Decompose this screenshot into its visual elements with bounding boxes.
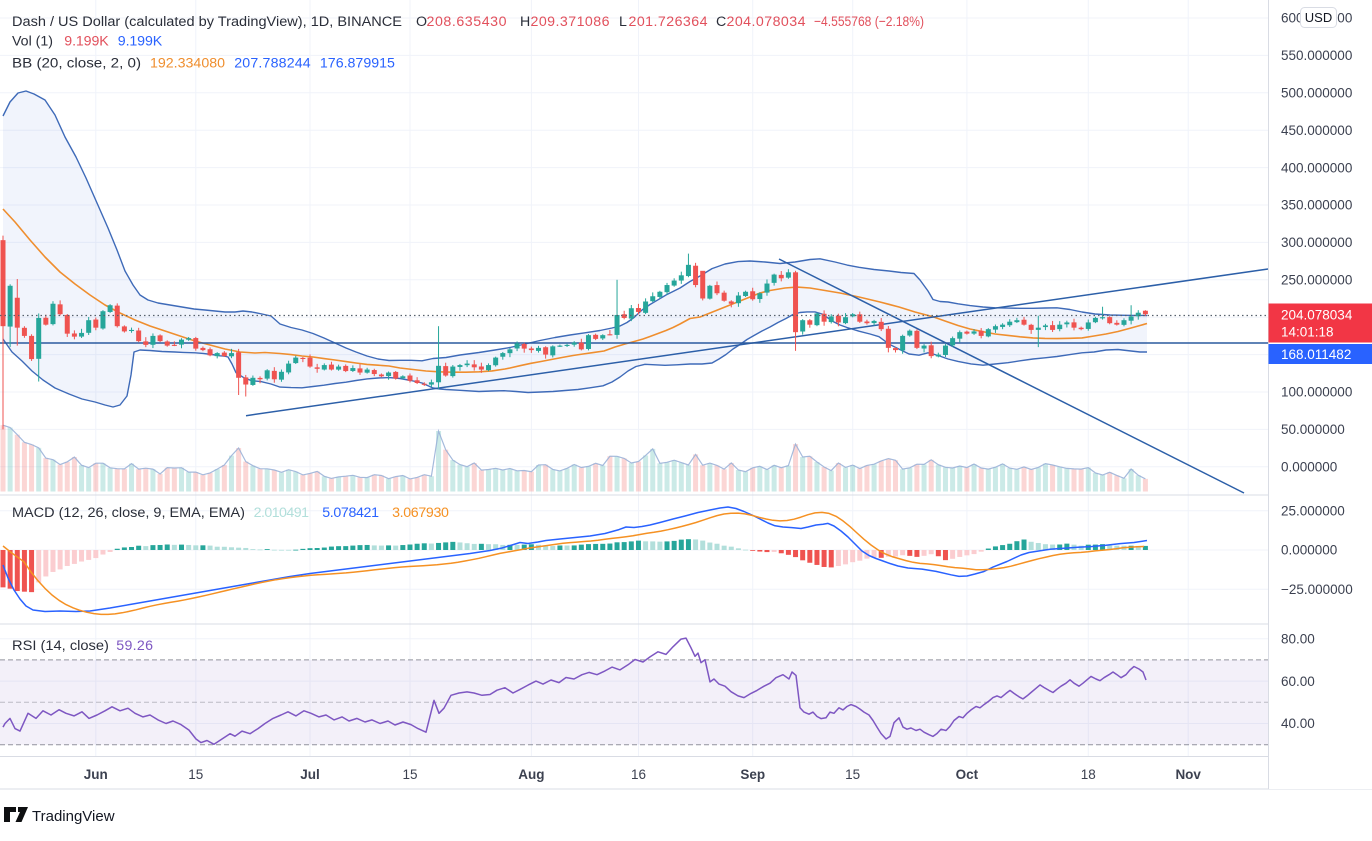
svg-text:MACD (12, 26, close, 9, EMA, E: MACD (12, 26, close, 9, EMA, EMA) — [12, 505, 245, 521]
svg-text:15: 15 — [402, 767, 417, 782]
svg-text:L: L — [619, 14, 627, 30]
svg-text:59.26: 59.26 — [116, 638, 153, 654]
svg-text:300.000000: 300.000000 — [1281, 235, 1352, 250]
svg-text:18: 18 — [1081, 767, 1096, 782]
svg-text:201.726364: 201.726364 — [629, 14, 708, 30]
svg-text:25.000000: 25.000000 — [1281, 504, 1345, 519]
svg-text:16: 16 — [631, 767, 646, 782]
svg-text:Oct: Oct — [956, 767, 979, 782]
svg-text:Dash / US Dollar (calculated b: Dash / US Dollar (calculated by TradingV… — [12, 14, 402, 30]
svg-text:Sep: Sep — [740, 767, 765, 782]
svg-text:192.334080: 192.334080 — [150, 56, 225, 72]
svg-text:350.000000: 350.000000 — [1281, 198, 1352, 213]
svg-text:14:01:18: 14:01:18 — [1281, 325, 1334, 340]
svg-text:9.199K: 9.199K — [64, 34, 109, 50]
svg-text:RSI (14, close): RSI (14, close) — [12, 638, 109, 654]
svg-text:176.879915: 176.879915 — [320, 56, 395, 72]
svg-text:250.000000: 250.000000 — [1281, 273, 1352, 288]
svg-text:Jun: Jun — [84, 767, 108, 782]
svg-text:100.000000: 100.000000 — [1281, 385, 1352, 400]
svg-text:O: O — [416, 14, 427, 30]
svg-text:15: 15 — [845, 767, 860, 782]
svg-text:−25.000000: −25.000000 — [1281, 582, 1353, 597]
svg-text:400.000000: 400.000000 — [1281, 160, 1352, 175]
svg-text:BB (20, close, 2, 0): BB (20, close, 2, 0) — [12, 56, 141, 72]
svg-text:40.00: 40.00 — [1281, 716, 1315, 731]
svg-text:0.000000: 0.000000 — [1281, 543, 1337, 558]
svg-text:2.010491: 2.010491 — [254, 505, 310, 521]
svg-text:60.00: 60.00 — [1281, 674, 1315, 689]
svg-text:204.078034: 204.078034 — [1281, 308, 1353, 323]
svg-text:209.371086: 209.371086 — [531, 14, 610, 30]
svg-text:Nov: Nov — [1175, 767, 1201, 782]
svg-text:208.635430: 208.635430 — [427, 14, 507, 30]
svg-text:Vol (1): Vol (1) — [12, 34, 53, 50]
svg-text:−4.555768 (−2.18%): −4.555768 (−2.18%) — [814, 14, 924, 30]
svg-text:USD: USD — [1305, 10, 1332, 25]
svg-text:TradingView: TradingView — [32, 808, 115, 825]
svg-text:C: C — [716, 14, 726, 30]
svg-text:450.000000: 450.000000 — [1281, 123, 1352, 138]
svg-text:3.067930: 3.067930 — [392, 505, 449, 521]
svg-text:207.788244: 207.788244 — [234, 56, 311, 72]
svg-text:5.078421: 5.078421 — [322, 505, 379, 521]
svg-text:168.011482: 168.011482 — [1281, 347, 1351, 362]
svg-text:Aug: Aug — [518, 767, 544, 782]
svg-text:H: H — [520, 14, 530, 30]
svg-text:204.078034: 204.078034 — [727, 14, 806, 30]
svg-text:550.000000: 550.000000 — [1281, 48, 1352, 63]
svg-text:9.199K: 9.199K — [118, 34, 163, 50]
svg-text:500.000000: 500.000000 — [1281, 86, 1352, 101]
svg-text:15: 15 — [188, 767, 203, 782]
svg-text:0.000000: 0.000000 — [1281, 460, 1337, 475]
svg-text:50.000000: 50.000000 — [1281, 422, 1345, 437]
svg-text:Jul: Jul — [300, 767, 320, 782]
svg-text:80.00: 80.00 — [1281, 631, 1315, 646]
